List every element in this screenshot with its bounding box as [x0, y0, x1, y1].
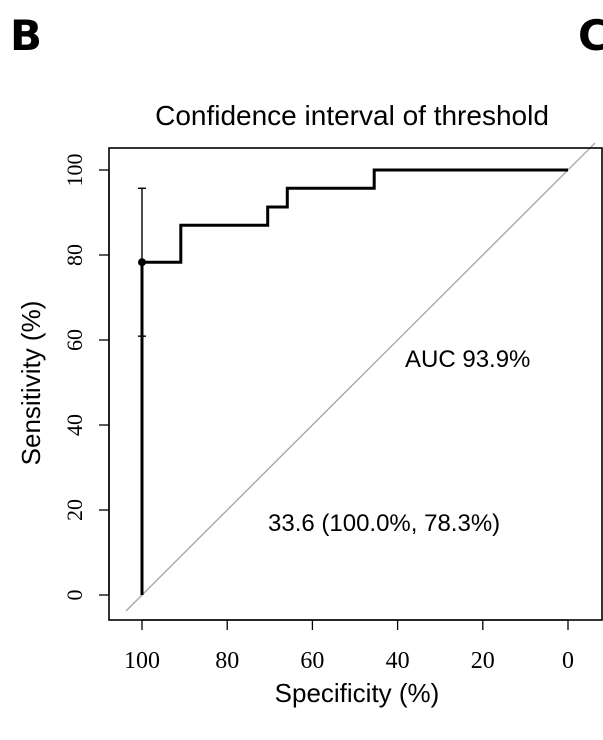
y-axis: 0 20 40 60 80 100	[62, 154, 110, 601]
y-axis-label: Sensitivity (%)	[16, 301, 46, 466]
threshold-annotation: 33.6 (100.0%, 78.3%)	[268, 510, 500, 537]
y-tick-label: 40	[62, 414, 87, 436]
plot-frame	[108, 147, 603, 621]
y-tick-label: 80	[62, 244, 87, 266]
x-axis: 100 80 60 40 20 0	[124, 619, 574, 674]
auc-annotation: AUC 93.9%	[405, 346, 530, 373]
y-tick-label: 100	[62, 154, 87, 187]
y-tick-label: 60	[62, 329, 87, 351]
x-tick-label: 100	[124, 648, 160, 674]
chart-title: Confidence interval of threshold	[155, 100, 549, 131]
x-tick-label: 40	[386, 648, 410, 674]
panel-letter-b: B	[10, 11, 42, 60]
reference-diagonal	[125, 142, 596, 612]
plot-area	[108, 142, 603, 621]
x-tick-label: 60	[300, 648, 324, 674]
roc-curve	[140, 168, 568, 595]
x-tick-label: 80	[215, 648, 239, 674]
x-axis-label: Specificity (%)	[275, 678, 440, 708]
y-tick-label: 0	[62, 590, 87, 601]
y-tick-label: 20	[62, 499, 87, 521]
panel-letter-c: C	[578, 11, 603, 60]
x-tick-label: 20	[471, 648, 495, 674]
threshold-point	[138, 258, 146, 267]
x-tick-label: 0	[562, 648, 574, 674]
